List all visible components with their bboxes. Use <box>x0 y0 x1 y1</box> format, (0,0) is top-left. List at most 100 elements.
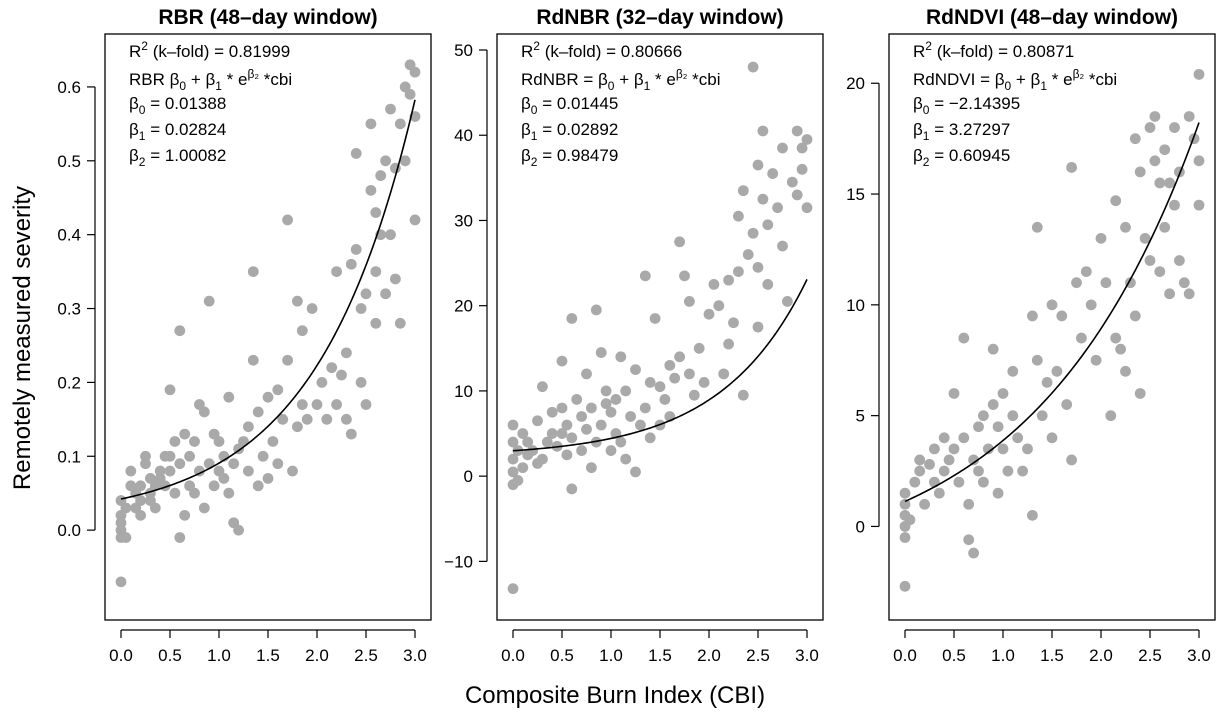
x-tick-label: 2.0 <box>305 646 329 665</box>
x-tick-label: 1.0 <box>991 646 1015 665</box>
data-point <box>306 303 318 314</box>
data-point <box>115 517 127 529</box>
data-point <box>355 303 367 314</box>
data-point <box>737 389 749 401</box>
data-point <box>718 368 730 380</box>
data-point <box>541 436 553 448</box>
y-tick-label: 20 <box>454 297 473 316</box>
data-point <box>973 465 984 477</box>
data-point <box>635 419 646 431</box>
annotation-b1: β1 = 3.27297 <box>913 120 1010 143</box>
data-point <box>394 118 406 130</box>
plot-frame <box>496 33 824 621</box>
data-point <box>777 240 788 252</box>
data-point <box>1007 410 1019 422</box>
annotation-b0: β0 = 0.01445 <box>521 94 618 117</box>
data-point <box>733 210 744 222</box>
panel-title: RBR (48–day window) <box>158 6 377 29</box>
data-point <box>164 465 176 477</box>
data-point <box>189 436 200 447</box>
data-point <box>218 473 230 484</box>
y-axis-label: Remotely measured severity <box>9 186 36 490</box>
panel-2: RdNBR (32–day window) 0.0 0.5 1.0 1.5 2.0 2.5 3… <box>444 6 824 665</box>
data-point <box>507 436 519 448</box>
data-point <box>733 266 744 277</box>
y-tick-label: 10 <box>454 382 473 401</box>
x-tick-label: 0.5 <box>942 646 966 665</box>
data-point <box>517 428 529 439</box>
x-tick-label: 0.0 <box>109 646 133 665</box>
data-point <box>752 321 764 333</box>
x-tick-label: 3.0 <box>795 646 819 665</box>
data-point <box>963 534 975 546</box>
data-point <box>331 266 342 277</box>
data-point <box>243 421 254 433</box>
data-point <box>1183 111 1195 122</box>
data-point <box>556 355 568 367</box>
data-point <box>777 142 788 154</box>
data-point <box>243 465 254 477</box>
data-point <box>164 384 176 396</box>
data-point <box>527 445 538 456</box>
data-point <box>1012 432 1024 444</box>
data-point <box>1193 68 1205 80</box>
data-point <box>522 436 534 448</box>
x-tick-label: 0.0 <box>893 646 917 665</box>
data-point <box>566 313 578 324</box>
y-tick-label: −10 <box>444 552 473 571</box>
data-point <box>546 406 558 418</box>
fit-curve <box>904 122 1200 503</box>
data-point <box>1129 310 1141 322</box>
data-point <box>938 432 950 444</box>
data-point <box>213 436 225 447</box>
y-tick-label: 0.1 <box>57 447 81 466</box>
data-point <box>595 419 607 431</box>
data-point <box>747 61 759 73</box>
data-point <box>669 372 681 384</box>
fit-curve <box>120 99 416 500</box>
data-point <box>1183 288 1195 300</box>
data-point <box>698 377 710 388</box>
data-point <box>1090 354 1102 366</box>
y-tick-label: 40 <box>454 126 473 145</box>
data-point <box>1144 122 1156 133</box>
data-point <box>1110 195 1122 207</box>
data-point <box>140 458 151 470</box>
data-point <box>409 66 421 78</box>
x-tick-label: 2.0 <box>1089 646 1113 665</box>
data-point <box>1169 199 1180 211</box>
data-point <box>688 389 700 401</box>
data-point <box>693 342 705 354</box>
data-point <box>1164 177 1175 189</box>
data-point <box>899 580 911 592</box>
data-point <box>115 576 127 588</box>
annotation-formula: RdNDVI = β0 + β1 * eβ₂ *cbi <box>913 67 1117 93</box>
y-tick-label: 0.3 <box>57 300 81 319</box>
data-point <box>899 532 911 543</box>
fit-curve <box>512 279 808 452</box>
data-point <box>164 450 176 462</box>
data-point <box>140 450 151 462</box>
data-point <box>404 88 416 100</box>
data-point <box>679 270 690 282</box>
data-point <box>914 465 926 477</box>
data-point <box>904 514 916 526</box>
data-point <box>987 343 999 355</box>
data-point <box>1046 299 1058 311</box>
data-point <box>801 134 813 145</box>
data-point <box>1120 365 1131 377</box>
data-point <box>1149 155 1161 167</box>
x-axis-label: Composite Burn Index (CBI) <box>465 682 765 709</box>
panel-1: RBR (48–day window) 0.0 0.5 1.0 1.5 2.0 2.5 3.0… <box>57 6 432 665</box>
data-point <box>169 487 181 499</box>
data-point <box>380 155 391 167</box>
data-point <box>576 445 587 456</box>
data-point <box>767 168 779 179</box>
data-point <box>1095 232 1107 244</box>
data-point <box>135 480 147 492</box>
data-point <box>1100 277 1112 289</box>
data-point <box>537 381 548 393</box>
data-point <box>184 450 196 462</box>
data-point <box>943 454 955 466</box>
